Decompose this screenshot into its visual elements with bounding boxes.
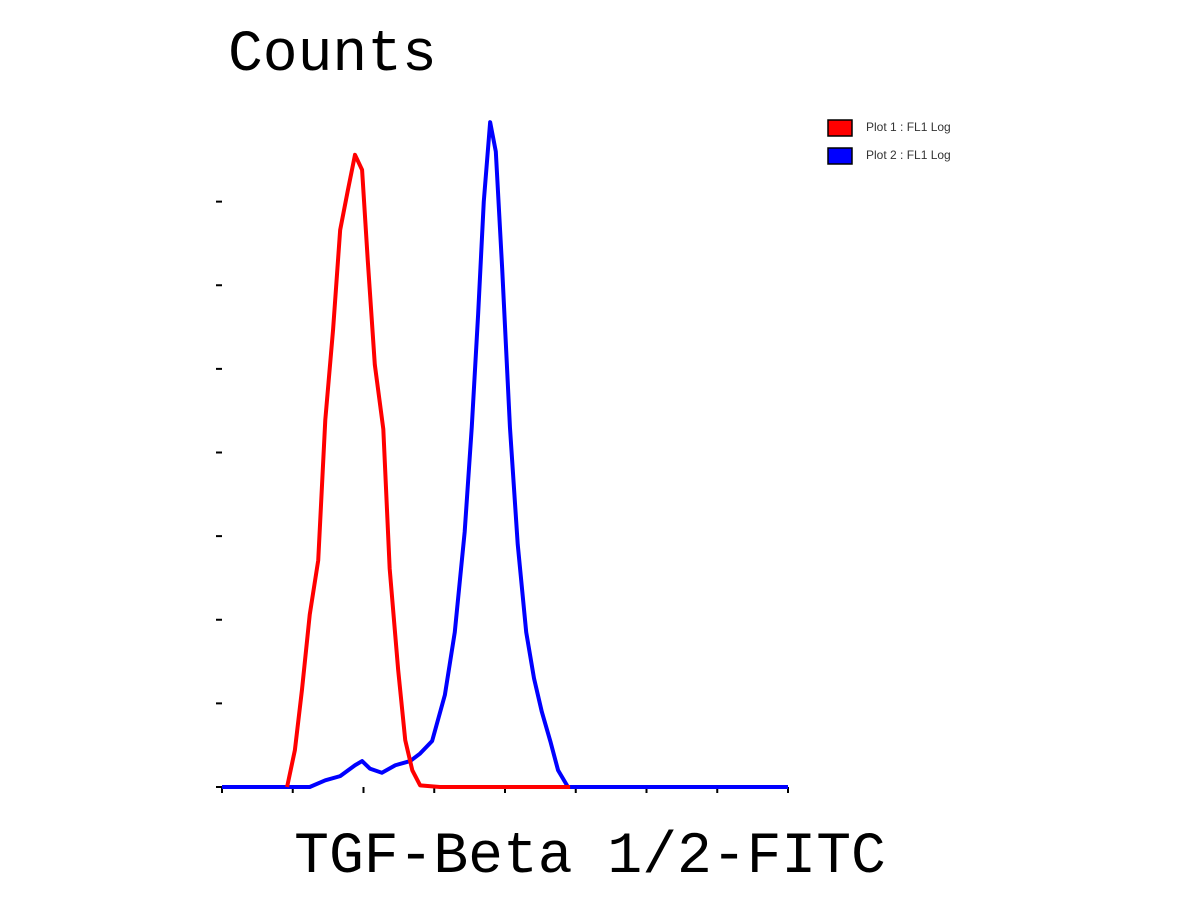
legend-swatch [827, 119, 853, 137]
x-axis-label: TGF-Beta 1/2-FITC [294, 825, 886, 890]
legend-swatch [827, 147, 853, 165]
series-line [285, 152, 571, 789]
legend-label: Plot 2 : FL1 Log [866, 148, 951, 162]
series-line [222, 120, 788, 789]
chart-title: Counts [228, 23, 437, 88]
legend-label: Plot 1 : FL1 Log [866, 120, 951, 134]
